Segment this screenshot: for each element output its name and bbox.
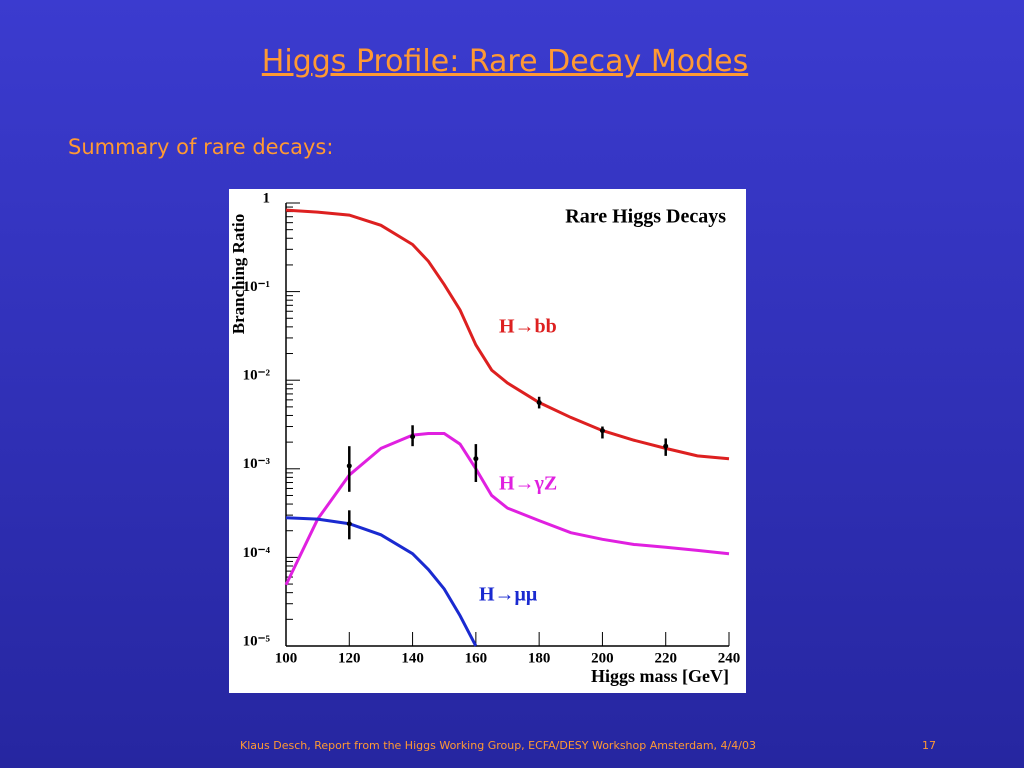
data-point (346, 521, 352, 527)
x-tick-label: 220 (654, 650, 677, 666)
x-tick-label: 160 (465, 650, 488, 666)
y-tick-label: 10⁻³ (243, 456, 271, 472)
series-line (285, 208, 730, 461)
series-label: H→bb (499, 316, 557, 338)
x-tick-label: 100 (275, 650, 298, 666)
series-line (285, 516, 478, 647)
slide-title: Higgs Profile: Rare Decay Modes (261, 44, 749, 79)
series-line (284, 432, 730, 586)
x-tick-label: 140 (401, 650, 424, 666)
data-point (536, 400, 542, 406)
chart-title: Rare Higgs Decays (565, 206, 726, 228)
footer: Klaus Desch, Report from the Higgs Worki… (240, 739, 756, 752)
x-tick-label: 120 (338, 650, 361, 666)
y-tick-label: 10⁻¹ (243, 279, 270, 295)
data-point (473, 456, 479, 462)
data-point (346, 463, 352, 469)
x-tick-label: 240 (718, 650, 741, 666)
y-axis-label: Branching Ratio (229, 214, 248, 334)
y-tick-label: 10⁻⁴ (243, 545, 271, 561)
chart-background (229, 189, 746, 693)
chart: Rare Higgs Decays Higgs mass [GeV] Branc… (229, 189, 746, 693)
y-tick-label: 10⁻² (243, 368, 271, 384)
y-tick-label: 1 (263, 190, 271, 206)
data-point (663, 443, 669, 449)
x-tick-label: 180 (528, 650, 551, 666)
x-tick-label: 200 (591, 650, 614, 666)
data-point (599, 428, 605, 434)
x-axis-label: Higgs mass [GeV] (591, 666, 729, 686)
slide-subtitle: Summary of rare decays: (68, 135, 334, 159)
data-point (410, 434, 416, 440)
series-label: H→μμ (479, 584, 538, 606)
series-label: H→γZ (499, 473, 557, 495)
y-tick-label: 10⁻⁵ (243, 633, 271, 649)
page-number: 17 (922, 739, 936, 752)
